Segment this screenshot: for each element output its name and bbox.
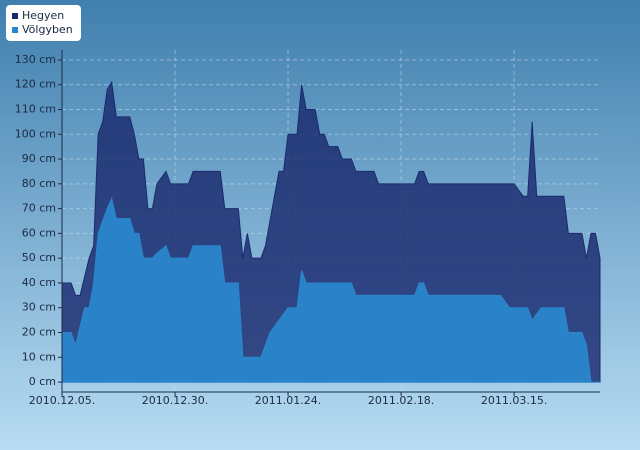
area: [61, 197, 600, 383]
x-tick-label: 2011.03.15.: [481, 394, 547, 407]
x-tick-label: 2011.02.18.: [368, 394, 434, 407]
y-tick-label: 90 cm: [22, 152, 56, 165]
legend-swatch: [12, 27, 18, 33]
y-tick-label: 30 cm: [22, 301, 56, 314]
y-tick-label: 10 cm: [22, 350, 56, 363]
legend-label: Hegyen: [22, 9, 64, 22]
y-tick-label: 20 cm: [22, 326, 56, 339]
legend-box: [6, 5, 81, 41]
y-tick-label: 50 cm: [22, 251, 56, 264]
x-tick-label: 2011.01.24.: [255, 394, 321, 407]
y-tick-label: 130 cm: [15, 53, 56, 66]
y-tick-label: 0 cm: [29, 375, 56, 388]
y-tick-label: 40 cm: [22, 276, 56, 289]
legend-swatch: [12, 13, 18, 19]
x-tick-label: 2010.12.30.: [142, 394, 208, 407]
x-tick-label: 2010.12.05.: [29, 394, 95, 407]
legend-label: Völgyben: [22, 23, 73, 36]
y-tick-label: 60 cm: [22, 226, 56, 239]
y-tick-label: 80 cm: [22, 177, 56, 190]
y-tick-label: 110 cm: [15, 102, 56, 115]
y-tick-label: 100 cm: [15, 127, 56, 140]
y-tick-label: 120 cm: [15, 78, 56, 91]
y-tick-label: 70 cm: [22, 202, 56, 215]
